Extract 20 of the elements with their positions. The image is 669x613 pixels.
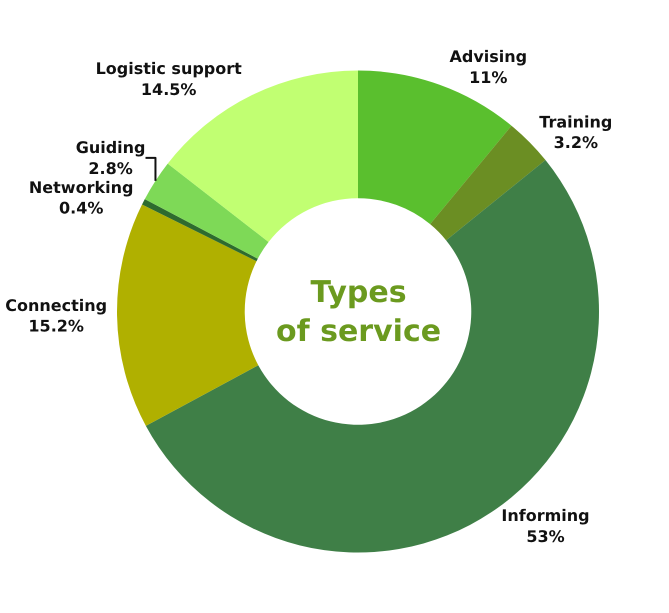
data-label: 14.5% (140, 80, 196, 99)
donut-slice (142, 199, 258, 262)
slice-label: Training (539, 112, 612, 132)
data-label: 2.8% (88, 158, 133, 178)
donut-slice (146, 160, 599, 552)
data-label: 53% (526, 526, 565, 546)
slice-label: Networking (28, 178, 134, 197)
text: Types of service (276, 275, 442, 349)
data-label: 0.4% (58, 198, 104, 218)
data-label: 3.2% (554, 133, 598, 152)
data-label: 11% (469, 68, 508, 87)
slice-label: Connecting (5, 296, 108, 315)
donut-slice (358, 70, 512, 224)
donut-slice (117, 204, 258, 426)
slice-label: Informing (501, 506, 590, 526)
donut-slice (144, 164, 269, 259)
slice-label: Logistic support (96, 59, 242, 78)
slice-label: Guiding (76, 138, 146, 158)
data-label: 15.2% (28, 316, 84, 336)
slice-label: Advising (450, 47, 528, 66)
